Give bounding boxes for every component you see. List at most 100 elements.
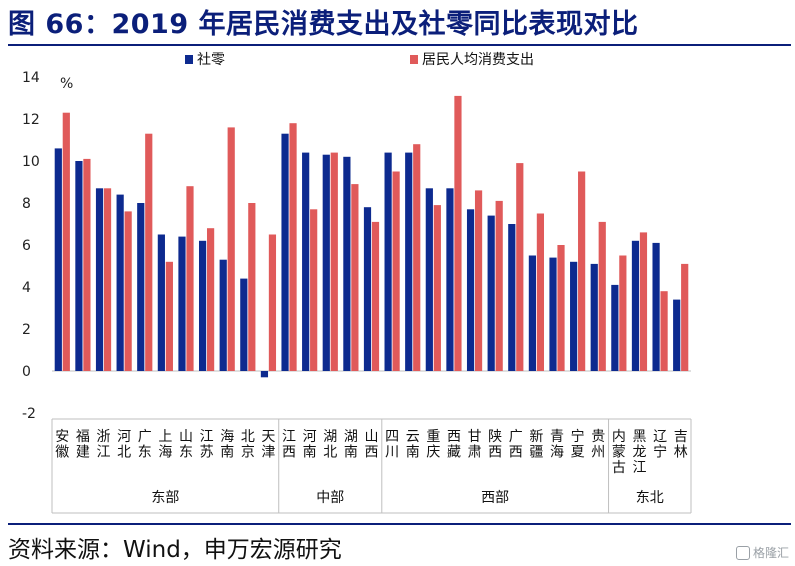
- bar-series1: [384, 152, 392, 371]
- x-category-label: 青海: [550, 429, 564, 461]
- watermark-logo-icon: [735, 545, 750, 560]
- y-tick-label: 2: [22, 322, 31, 338]
- legend-label-series1: 社零: [197, 52, 225, 68]
- bar-series2: [248, 203, 256, 371]
- bar-series1: [322, 154, 330, 371]
- bar-series2: [310, 209, 318, 371]
- x-group-label: 中部: [316, 490, 344, 506]
- bar-series1: [54, 148, 62, 371]
- x-category-label: 江西: [282, 429, 296, 461]
- x-category-label: 北京: [241, 429, 255, 461]
- bar-series1: [508, 224, 516, 371]
- bar-series1: [240, 278, 248, 371]
- watermark: 格隆汇: [735, 544, 789, 561]
- x-category-label: 江苏: [200, 429, 214, 461]
- bar-series2: [681, 263, 689, 371]
- bar-series1: [75, 161, 83, 371]
- bar-series1: [652, 242, 660, 371]
- bar-series1: [528, 255, 537, 371]
- y-tick-label: 4: [22, 280, 31, 296]
- x-category-label: 山西: [365, 429, 379, 461]
- x-category-label: 重庆: [426, 429, 440, 461]
- y-tick-label: 10: [22, 154, 40, 170]
- bar-series1: [549, 257, 557, 371]
- x-category-label: 天津: [261, 429, 275, 461]
- title-divider: [8, 44, 791, 46]
- watermark-text: 格隆汇: [752, 546, 789, 560]
- bar-series2: [619, 255, 627, 371]
- bar-series2: [186, 186, 194, 371]
- bar-series2: [516, 163, 524, 371]
- bar-series2: [206, 228, 215, 371]
- bar-series2: [557, 245, 565, 371]
- bar-series1: [405, 152, 413, 371]
- bar-series2: [330, 152, 338, 371]
- bar-series2: [145, 133, 153, 371]
- bar-series1: [466, 209, 475, 371]
- x-category-label: 安徽: [55, 429, 69, 461]
- bar-series2: [103, 188, 112, 371]
- x-group-label: 西部: [481, 490, 509, 506]
- x-category-label: 海南: [220, 429, 234, 461]
- x-category-label: 福建: [76, 429, 90, 461]
- y-tick-label: 6: [22, 238, 31, 254]
- source-note: 资料来源：Wind，申万宏源研究: [8, 537, 342, 563]
- bar-series1: [116, 194, 124, 371]
- bar-series2: [474, 190, 483, 371]
- bar-series1: [178, 236, 186, 371]
- y-tick-label: 12: [22, 112, 40, 128]
- bar-series1: [137, 203, 145, 371]
- x-category-label: 湖北: [323, 429, 337, 461]
- bar-series2: [392, 171, 400, 371]
- legend-label-series2: 居民人均消费支出: [422, 52, 534, 68]
- x-category-label: 河北: [117, 429, 131, 461]
- y-tick-label: -2: [22, 406, 36, 422]
- x-category-label: 贵州: [591, 429, 605, 461]
- bar-series1: [611, 284, 619, 371]
- bar-series1: [590, 263, 598, 371]
- bar-series2: [289, 123, 297, 371]
- x-category-label: 广东: [138, 429, 152, 461]
- bar-series1: [302, 152, 310, 371]
- bar-series2: [536, 213, 545, 371]
- bar-series1: [673, 299, 681, 371]
- x-category-label: 新疆: [529, 429, 543, 461]
- bar-series2: [639, 232, 648, 371]
- bar-series2: [268, 234, 277, 371]
- x-category-label: 辽宁: [653, 429, 667, 461]
- bar-series2: [598, 221, 606, 371]
- x-category-label: 吉林: [674, 429, 688, 461]
- x-category-label: 云南: [406, 429, 420, 461]
- legend-swatch-series1: [185, 55, 193, 64]
- bar-series2: [413, 144, 421, 371]
- bar-series1: [95, 188, 104, 371]
- bar-series1: [446, 188, 454, 371]
- bar-series1: [425, 188, 433, 371]
- bar-series2: [495, 200, 503, 371]
- x-category-label: 上海: [158, 429, 172, 461]
- x-category-label: 甘肃: [468, 429, 482, 461]
- bar-series1: [157, 234, 165, 371]
- x-category-label: 内蒙古: [612, 429, 626, 476]
- bar-series2: [371, 221, 380, 371]
- y-unit-label: %: [60, 76, 73, 92]
- bar-series1: [570, 261, 578, 371]
- x-category-label: 浙江: [97, 429, 111, 461]
- x-category-label: 黑龙江: [632, 429, 646, 476]
- x-category-label: 陕西: [488, 429, 502, 461]
- x-category-label: 湖南: [344, 429, 358, 461]
- x-group-label: 东北: [636, 490, 664, 506]
- bar-series2: [165, 261, 173, 371]
- x-group-label: 东部: [151, 490, 179, 506]
- y-tick-label: 14: [22, 70, 40, 86]
- bar-series1: [343, 156, 351, 371]
- bar-series1: [631, 240, 640, 371]
- y-tick-label: 8: [22, 196, 31, 212]
- x-category-label: 河南: [303, 429, 317, 461]
- x-category-label: 西藏: [447, 429, 461, 461]
- x-category-label: 广西: [509, 429, 523, 461]
- bar-series2: [578, 171, 586, 371]
- legend-swatch-series2: [410, 55, 418, 64]
- y-tick-label: 0: [22, 364, 31, 380]
